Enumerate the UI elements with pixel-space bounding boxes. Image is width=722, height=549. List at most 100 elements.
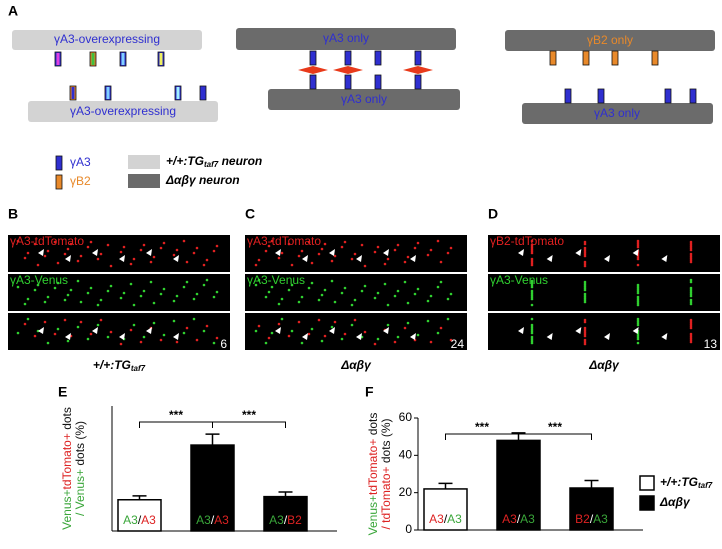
puncta (175, 340, 179, 344)
puncta (320, 247, 324, 251)
marker (651, 50, 659, 66)
marker (309, 74, 317, 90)
puncta (530, 283, 534, 287)
puncta (393, 294, 397, 298)
puncta (689, 258, 693, 262)
neuron-label: γA3 only (341, 92, 387, 106)
puncta (439, 260, 443, 264)
puncta (350, 257, 354, 261)
puncta (636, 323, 640, 327)
puncta (689, 260, 693, 264)
puncta (583, 326, 587, 330)
puncta (530, 249, 534, 253)
puncta (353, 298, 357, 302)
marker-stripe (176, 87, 180, 99)
bar (569, 487, 614, 531)
marker (374, 74, 382, 90)
puncta (373, 250, 377, 254)
puncta (689, 292, 693, 296)
puncta (96, 303, 100, 307)
puncta (446, 317, 450, 321)
puncta (403, 280, 407, 284)
puncta (376, 245, 380, 249)
puncta (530, 251, 534, 255)
puncta (56, 327, 60, 331)
puncta (152, 321, 156, 325)
puncta (636, 243, 640, 247)
puncta (267, 336, 271, 340)
puncta (406, 321, 410, 325)
puncta (310, 327, 314, 331)
puncta (426, 319, 430, 323)
puncta (583, 242, 587, 246)
puncta (439, 280, 443, 284)
significance-label: *** (169, 408, 183, 422)
puncta (310, 281, 314, 285)
puncta (429, 340, 433, 344)
puncta (195, 292, 199, 296)
panel-label: F (365, 384, 374, 400)
puncta (530, 323, 534, 327)
puncta (99, 252, 103, 256)
micrograph (245, 274, 467, 311)
significance-label: *** (548, 420, 562, 434)
error-bar (278, 491, 293, 497)
y-tick-label: 40 (399, 448, 413, 462)
puncta (403, 260, 407, 264)
legend-name: +/+:TG (660, 475, 698, 489)
arrowhead (518, 327, 524, 334)
puncta (689, 256, 693, 260)
puncta (162, 287, 166, 291)
channel-label: γA3-Venus (247, 273, 305, 287)
puncta (257, 278, 261, 282)
puncta (96, 323, 100, 327)
puncta (426, 253, 430, 257)
y-axis-label: Venus+tdTomato+ dots / tdTomato+ dots (%) (366, 413, 393, 536)
puncta (330, 325, 334, 329)
puncta (530, 291, 534, 295)
puncta (530, 289, 534, 293)
arrowhead (546, 333, 553, 340)
count-label: 24 (451, 337, 465, 351)
puncta (689, 338, 693, 342)
y-label-part: dots (%) (379, 418, 393, 466)
puncta (446, 251, 450, 255)
puncta (636, 337, 640, 341)
puncta (333, 320, 337, 324)
puncta (297, 254, 301, 258)
puncta (86, 245, 90, 249)
puncta (636, 255, 640, 259)
puncta (689, 280, 693, 284)
puncta (383, 282, 387, 286)
puncta (689, 298, 693, 302)
puncta (212, 295, 216, 299)
puncta (69, 288, 73, 292)
puncta (212, 341, 216, 345)
bar (190, 444, 235, 532)
puncta (583, 260, 587, 264)
puncta (172, 319, 176, 323)
marker-stripe (121, 53, 125, 65)
marker (55, 155, 63, 171)
puncta (297, 320, 301, 324)
puncta (43, 254, 47, 258)
channel-label: γA3-Venus (490, 273, 548, 287)
marker-stripe (91, 53, 95, 65)
marker (414, 74, 422, 90)
puncta (350, 323, 354, 327)
puncta (530, 329, 534, 333)
arrowhead (410, 333, 416, 340)
puncta (56, 261, 60, 265)
puncta (185, 326, 189, 330)
puncta (323, 288, 327, 292)
puncta (636, 287, 640, 291)
bar (117, 499, 162, 532)
puncta (530, 261, 534, 265)
marker (414, 50, 422, 66)
puncta (205, 278, 209, 282)
puncta (689, 302, 693, 306)
puncta (416, 241, 420, 245)
puncta (129, 262, 133, 266)
marker (549, 50, 557, 66)
puncta (119, 342, 123, 346)
